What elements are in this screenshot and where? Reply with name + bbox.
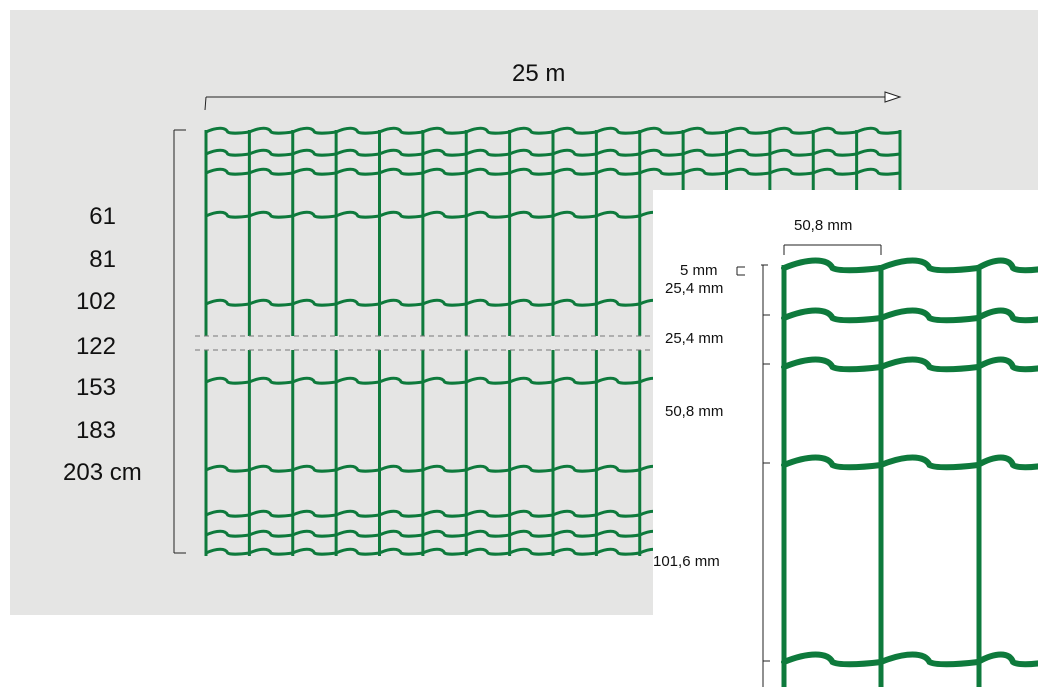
spacing-bracket [761,264,770,687]
height-label-183: 183 [75,417,116,444]
height-label-122: 122 [75,333,116,360]
height-label-81: 81 [89,246,116,273]
mesh-width-label: 50,8 mm [794,217,853,234]
horizontal-wire [204,148,902,157]
detail-horizontal-wire [781,356,1038,373]
mesh-width-bracket [783,244,882,255]
height-label-203: 203 cm [63,459,142,486]
horizontal-wire [204,126,902,135]
wire-diameter-bracket [736,266,745,276]
detail-horizontal-wire [781,257,1038,274]
break-lines [195,335,655,351]
spacing-label-2: 25,4 mm [665,330,724,347]
height-bracket [173,129,186,554]
detail-horizontal-wires [781,257,1038,668]
mesh-detail-drawing [736,244,1038,687]
length-label: 25 m [512,60,566,87]
spacing-label-3: 50,8 mm [665,403,724,420]
height-label-153: 153 [75,374,116,401]
detail-vertical-wires [781,265,982,687]
spacing-label-1: 25,4 mm [665,280,724,297]
height-label-61: 61 [89,203,116,230]
length-arrow [204,91,902,111]
detail-panel: 50,8 mm 5 mm 25,4 mm 25,4 mm 50,8 mm 101… [653,190,1038,687]
detail-horizontal-wire [781,307,1038,324]
detail-horizontal-wire [781,454,1038,471]
spacing-label-4: 101,6 mm [653,553,720,570]
detail-horizontal-wire [781,651,1038,668]
horizontal-wire [204,167,902,176]
height-label-102: 102 [75,288,116,315]
wire-diameter-label: 5 mm [680,262,718,279]
